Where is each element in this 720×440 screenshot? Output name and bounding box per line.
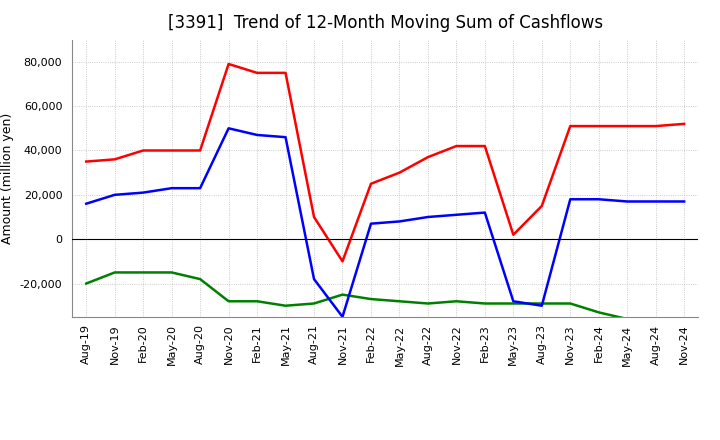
Line: Operating Cashflow: Operating Cashflow bbox=[86, 64, 684, 261]
Operating Cashflow bbox=[595, 124, 603, 129]
Investing Cashflow bbox=[366, 297, 375, 302]
Investing Cashflow bbox=[537, 301, 546, 306]
Operating Cashflow bbox=[253, 70, 261, 76]
Investing Cashflow bbox=[423, 301, 432, 306]
Free Cashflow bbox=[452, 212, 461, 217]
Free Cashflow bbox=[595, 197, 603, 202]
Operating Cashflow bbox=[366, 181, 375, 187]
Operating Cashflow bbox=[338, 259, 347, 264]
Free Cashflow bbox=[225, 126, 233, 131]
Free Cashflow bbox=[110, 192, 119, 198]
Free Cashflow bbox=[680, 199, 688, 204]
Operating Cashflow bbox=[139, 148, 148, 153]
Line: Free Cashflow: Free Cashflow bbox=[86, 128, 684, 317]
Free Cashflow bbox=[623, 199, 631, 204]
Free Cashflow bbox=[338, 314, 347, 319]
Investing Cashflow bbox=[623, 316, 631, 322]
Operating Cashflow bbox=[310, 214, 318, 220]
Operating Cashflow bbox=[82, 159, 91, 164]
Free Cashflow bbox=[509, 299, 518, 304]
Investing Cashflow bbox=[338, 292, 347, 297]
Operating Cashflow bbox=[395, 170, 404, 175]
Investing Cashflow bbox=[196, 276, 204, 282]
Investing Cashflow bbox=[595, 310, 603, 315]
Free Cashflow bbox=[537, 303, 546, 308]
Free Cashflow bbox=[282, 135, 290, 140]
Operating Cashflow bbox=[110, 157, 119, 162]
Investing Cashflow bbox=[139, 270, 148, 275]
Operating Cashflow bbox=[537, 203, 546, 209]
Investing Cashflow bbox=[652, 319, 660, 324]
Free Cashflow bbox=[395, 219, 404, 224]
Operating Cashflow bbox=[623, 124, 631, 129]
Operating Cashflow bbox=[196, 148, 204, 153]
Free Cashflow bbox=[366, 221, 375, 226]
Operating Cashflow bbox=[680, 121, 688, 127]
Operating Cashflow bbox=[452, 143, 461, 149]
Operating Cashflow bbox=[225, 61, 233, 66]
Operating Cashflow bbox=[652, 124, 660, 129]
Free Cashflow bbox=[310, 276, 318, 282]
Free Cashflow bbox=[423, 214, 432, 220]
Investing Cashflow bbox=[395, 299, 404, 304]
Operating Cashflow bbox=[423, 154, 432, 160]
Operating Cashflow bbox=[167, 148, 176, 153]
Investing Cashflow bbox=[452, 299, 461, 304]
Investing Cashflow bbox=[225, 299, 233, 304]
Investing Cashflow bbox=[680, 321, 688, 326]
Investing Cashflow bbox=[167, 270, 176, 275]
Investing Cashflow bbox=[282, 303, 290, 308]
Operating Cashflow bbox=[566, 124, 575, 129]
Y-axis label: Amount (million yen): Amount (million yen) bbox=[1, 113, 14, 244]
Investing Cashflow bbox=[566, 301, 575, 306]
Free Cashflow bbox=[139, 190, 148, 195]
Free Cashflow bbox=[253, 132, 261, 138]
Investing Cashflow bbox=[480, 301, 489, 306]
Free Cashflow bbox=[652, 199, 660, 204]
Operating Cashflow bbox=[282, 70, 290, 76]
Operating Cashflow bbox=[480, 143, 489, 149]
Title: [3391]  Trend of 12-Month Moving Sum of Cashflows: [3391] Trend of 12-Month Moving Sum of C… bbox=[168, 15, 603, 33]
Investing Cashflow bbox=[82, 281, 91, 286]
Investing Cashflow bbox=[310, 301, 318, 306]
Investing Cashflow bbox=[253, 299, 261, 304]
Line: Investing Cashflow: Investing Cashflow bbox=[86, 272, 684, 323]
Investing Cashflow bbox=[110, 270, 119, 275]
Free Cashflow bbox=[480, 210, 489, 215]
Free Cashflow bbox=[196, 186, 204, 191]
Investing Cashflow bbox=[509, 301, 518, 306]
Free Cashflow bbox=[82, 201, 91, 206]
Free Cashflow bbox=[566, 197, 575, 202]
Free Cashflow bbox=[167, 186, 176, 191]
Operating Cashflow bbox=[509, 232, 518, 238]
